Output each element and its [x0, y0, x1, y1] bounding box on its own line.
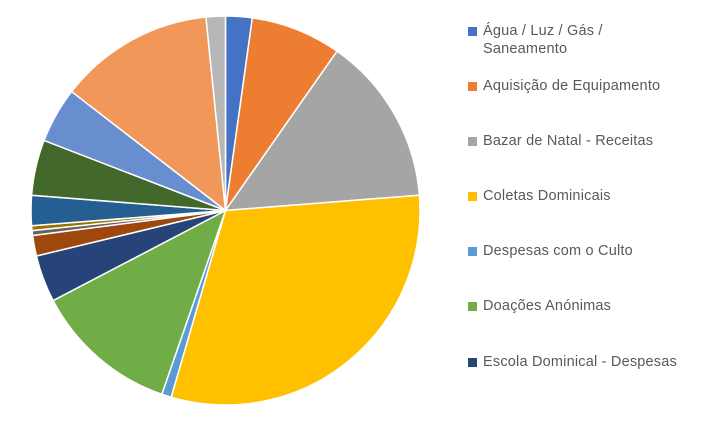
legend-item: Despesas com o Culto	[468, 242, 633, 260]
legend-label-line: Doações Anónimas	[483, 298, 612, 314]
legend-label-line: Bazar de Natal - Receitas	[483, 133, 654, 149]
legend-item: Coletas Dominicais	[468, 187, 611, 205]
legend-label-line: Coletas Dominicais	[483, 188, 611, 204]
legend-label-line: Saneamento	[483, 41, 568, 57]
legend-swatch	[468, 137, 477, 146]
legend-label: Despesas com o Culto	[483, 242, 633, 260]
legend-label-line: Água / Luz / Gás /	[483, 23, 603, 39]
legend-swatch	[468, 27, 477, 36]
pie-slice-3	[224, 50, 421, 212]
legend-label: Escola Dominical - Despesas	[483, 353, 677, 371]
legend-label: Coletas Dominicais	[483, 187, 611, 205]
chart-legend: Água / Luz / Gás / Saneamento Aquisição de…	[468, 0, 702, 426]
pie-slice-14	[70, 16, 227, 212]
legend-item: Escola Dominical - Despesas	[468, 353, 677, 371]
legend-swatch	[468, 358, 477, 367]
legend-item: Aquisição de Equipamento	[468, 77, 660, 95]
legend-label-line: Despesas com o Culto	[483, 243, 633, 259]
legend-item: Doações Anónimas	[468, 297, 611, 315]
legend-label: Água / Luz / Gás / Saneamento	[483, 22, 603, 58]
pie-slice-4	[170, 194, 421, 406]
legend-label-line: Escola Dominical - Despesas	[483, 354, 677, 370]
legend-label: Aquisição de Equipamento	[483, 77, 660, 95]
legend-swatch	[468, 192, 477, 201]
legend-swatch	[468, 82, 477, 91]
legend-swatch	[468, 302, 477, 311]
legend-label: Doações Anónimas	[483, 297, 611, 315]
pie-slice-6	[52, 209, 227, 396]
pie-slice-15	[205, 15, 227, 212]
legend-swatch	[468, 247, 477, 256]
legend-item: Água / Luz / Gás / Saneamento	[468, 22, 603, 58]
legend-item: Bazar de Natal - Receitas	[468, 132, 653, 150]
legend-label-line: Aquisição de Equipamento	[483, 78, 661, 94]
legend-label: Bazar de Natal - Receitas	[483, 132, 653, 150]
pie-plot-area	[30, 15, 421, 406]
